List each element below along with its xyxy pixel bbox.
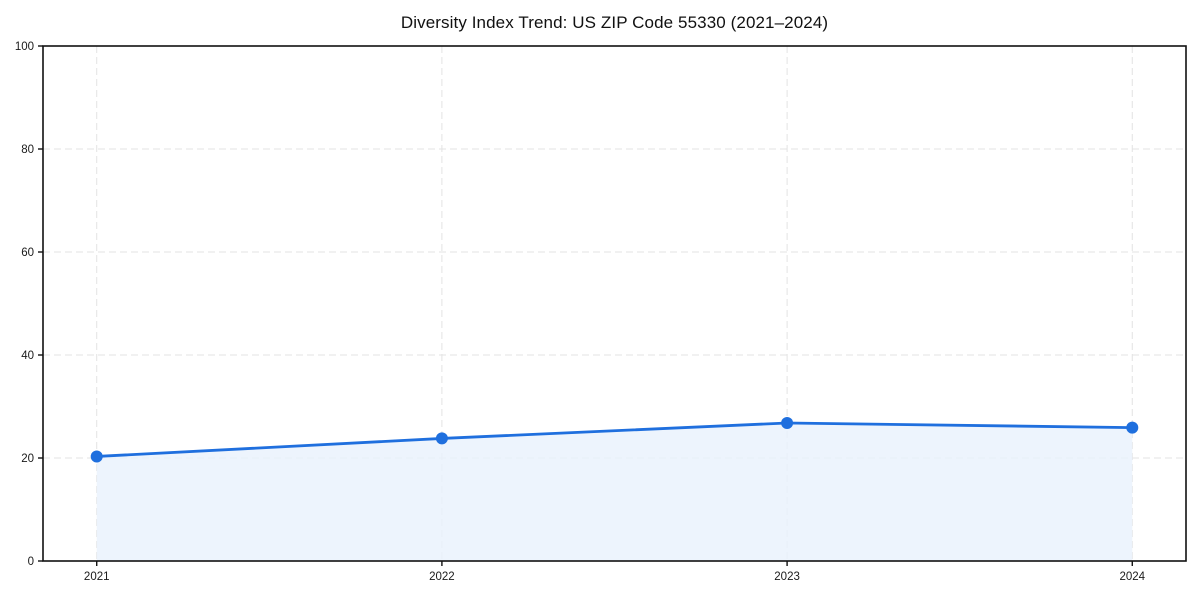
x-tick-label: 2022 bbox=[429, 571, 455, 583]
y-tick-label: 0 bbox=[28, 556, 34, 568]
y-tick-label: 60 bbox=[21, 247, 34, 259]
data-point-2024 bbox=[1126, 421, 1139, 434]
chart-title: Diversity Index Trend: US ZIP Code 55330… bbox=[400, 13, 829, 32]
data-point-2021 bbox=[90, 450, 103, 463]
y-tick-label: 40 bbox=[21, 350, 34, 362]
data-point-2023 bbox=[781, 416, 794, 429]
y-tick-label: 20 bbox=[21, 453, 34, 465]
area-fill bbox=[96, 422, 1133, 561]
plot-border bbox=[42, 45, 1187, 562]
trend-line bbox=[95, 421, 1134, 458]
y-tick-label: 100 bbox=[15, 41, 34, 53]
data-point-2022 bbox=[435, 432, 448, 445]
x-tick-label: 2024 bbox=[1119, 571, 1145, 583]
x-tick-label: 2021 bbox=[84, 571, 110, 583]
y-tick-label: 80 bbox=[21, 144, 34, 156]
x-tick-label: 2023 bbox=[774, 571, 800, 583]
